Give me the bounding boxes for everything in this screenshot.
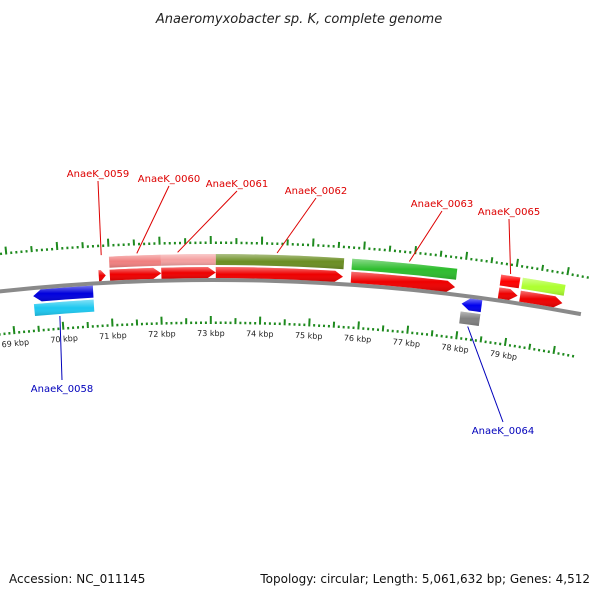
outer-tick-116 — [541, 264, 545, 271]
anaek-0059-label[interactable]: AnaeK_0059 — [67, 169, 129, 180]
kbp-label-77: 77 kbp — [392, 337, 420, 349]
outer-tick-16 — [30, 246, 33, 253]
outer-tick-96 — [439, 250, 443, 257]
inner-tick-123 — [562, 352, 565, 356]
accession-text: Accession: NC_011145 — [9, 572, 146, 586]
edge-right-category-box[interactable] — [521, 277, 566, 296]
anaek-0064-gene-arrow[interactable] — [461, 298, 483, 313]
outer-tick-ring — [0, 235, 589, 279]
inner-tick-16 — [37, 325, 40, 332]
anaek-0064-category-box[interactable] — [459, 311, 481, 327]
anaek-0060-gene-arrow[interactable] — [109, 267, 162, 281]
anaek-0062-gene-arrow[interactable] — [215, 267, 343, 282]
anaek-0058-category-box[interactable] — [33, 299, 95, 316]
genome-backbone — [0, 277, 582, 317]
anaek-0065-gene-arrow[interactable] — [497, 287, 518, 301]
anaek-0061-label[interactable]: AnaeK_0061 — [206, 179, 268, 190]
anaek-0062-leader-line — [276, 197, 317, 254]
anaek-0059-gene-arrow[interactable] — [98, 270, 106, 282]
kbp-label-70: 70 kbp — [50, 334, 78, 345]
inner-tick-91 — [406, 325, 410, 334]
inner-tick-ring — [0, 316, 575, 358]
inner-tick-121 — [552, 345, 556, 355]
anaek-0065-category-box[interactable] — [499, 274, 521, 289]
outer-tick-125 — [586, 276, 589, 279]
kbp-label-75: 75 kbp — [295, 331, 323, 341]
gene-label-layer: AnaeK_0058 AnaeK_0059 AnaeK_0060 AnaeK_0061… — [31, 169, 540, 437]
anaek-0063-category-box[interactable] — [351, 258, 458, 280]
inner-tick-116 — [528, 343, 532, 350]
inner-tick-101 — [455, 331, 459, 340]
kbp-label-74: 74 kbp — [246, 329, 274, 339]
anaek-0065-leader-line — [508, 218, 512, 275]
inner-tick-125 — [571, 354, 575, 358]
anaek-0060-label[interactable]: AnaeK_0060 — [138, 174, 200, 185]
anaek-0063-label[interactable]: AnaeK_0063 — [411, 199, 473, 210]
anaek-0058-gene-arrow[interactable] — [33, 285, 94, 302]
outer-tick-118 — [551, 269, 554, 273]
outer-tick-111 — [515, 258, 519, 267]
inner-tick-81 — [357, 321, 360, 330]
anaek-0063-leader-line — [408, 210, 443, 262]
kbp-label-79: 79 kbp — [489, 349, 518, 362]
anaek-0062-category-box[interactable] — [215, 254, 345, 270]
anaek-0064-label[interactable]: AnaeK_0064 — [472, 426, 534, 437]
inner-tick-86 — [381, 325, 385, 332]
anaek-0065-label[interactable]: AnaeK_0065 — [478, 207, 540, 218]
edge-right-gene-arrow[interactable] — [519, 290, 563, 308]
kbp-scale-labels: 69 kbp 70 kbp 71 kbp 72 kbp 73 kbp 74 kbp 75 k… — [1, 329, 518, 362]
inner-tick-21 — [61, 321, 65, 330]
feature-track — [33, 253, 566, 327]
inner-tick-111 — [503, 337, 508, 347]
outer-tick-11 — [4, 246, 8, 255]
kbp-label-71: 71 kbp — [99, 331, 127, 341]
map-title: Anaeromyxobacter sp. K, complete genome — [155, 12, 442, 27]
outer-tick-101 — [465, 251, 469, 260]
anaek-0059-leader-line — [97, 180, 102, 256]
anaek-0060-category-box[interactable] — [108, 254, 162, 268]
kbp-label-76: 76 kbp — [344, 333, 372, 344]
anaek-0061-category-box[interactable] — [160, 253, 216, 266]
anaek-0064-leader-line — [467, 326, 504, 423]
kbp-label-72: 72 kbp — [148, 329, 176, 339]
outer-tick-81 — [363, 241, 366, 250]
anaek-0062-label[interactable]: AnaeK_0062 — [285, 186, 347, 197]
outer-tick-86 — [388, 245, 392, 252]
anaek-0058-leader-line — [59, 315, 63, 381]
anaek-0058-label[interactable]: AnaeK_0058 — [31, 384, 93, 395]
outer-tick-21 — [55, 241, 59, 251]
outer-tick-106 — [490, 257, 494, 264]
anaek-0061-leader-line — [177, 190, 238, 253]
genome-summary-text: Topology: circular; Length: 5,061,632 bp… — [260, 572, 590, 586]
kbp-label-69: 69 kbp — [1, 338, 29, 350]
outer-tick-121 — [566, 267, 570, 276]
anaek-0060-leader-line — [136, 185, 170, 254]
anaek-0061-gene-arrow[interactable] — [161, 267, 216, 279]
inner-tick-106 — [479, 336, 483, 343]
outer-tick-122 — [571, 273, 574, 277]
kbp-label-78: 78 kbp — [441, 342, 469, 354]
inner-tick-96 — [430, 330, 434, 337]
anaek-0063-gene-arrow[interactable] — [350, 271, 456, 292]
inner-tick-11 — [12, 326, 16, 335]
kbp-label-73: 73 kbp — [197, 329, 225, 338]
outer-tick-120 — [561, 271, 564, 275]
